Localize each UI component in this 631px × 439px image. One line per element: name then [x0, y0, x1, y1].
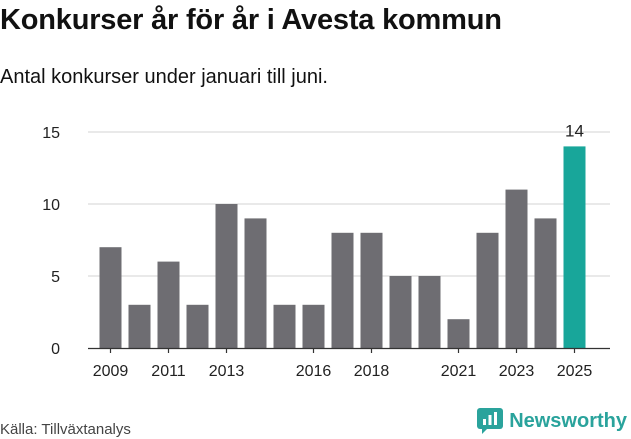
bar-2011: [157, 261, 180, 348]
x-axis: 2009 2011 2013 2016 2018 2021 2023 2025: [88, 347, 610, 380]
y-axis: 0 5 10 15: [42, 125, 60, 358]
bar-2016: [302, 304, 325, 348]
bar-2024: [534, 218, 557, 348]
bar-2019: [389, 276, 412, 348]
bar-2010: [128, 304, 151, 348]
x-tick-label-2016: 2016: [296, 363, 332, 380]
bar-2017: [331, 232, 354, 348]
bar-2022: [476, 232, 499, 348]
bar-2025: [563, 146, 586, 348]
x-tick-label-2013: 2013: [209, 363, 245, 380]
x-tick-label-2018: 2018: [354, 363, 390, 380]
x-tick-label-2009: 2009: [93, 363, 129, 380]
y-tick-label-0: 0: [51, 341, 60, 358]
bar-2018: [360, 232, 383, 348]
bar-2020: [418, 276, 441, 348]
brand-name: Newsworthy: [509, 409, 627, 432]
y-tick-label-15: 15: [42, 125, 60, 142]
bar-2023: [505, 189, 528, 348]
chart-subtitle: Antal konkurser under januari till juni.: [0, 66, 328, 88]
chart-title: Konkurser år för år i Avesta kommun: [0, 4, 502, 36]
source-note: Källa: Tillväxtanalys: [0, 421, 131, 438]
value-label-2025: 14: [565, 121, 584, 140]
bar-2009: [99, 247, 122, 348]
x-tick-label-2011: 2011: [151, 363, 186, 380]
bars: [99, 146, 586, 348]
brand: Newsworthy: [477, 406, 627, 436]
bar-2021: [447, 319, 470, 348]
bar-chart: 2009 2011 2013 2016 2018 2021 2023 2025 051015 …: [42, 121, 610, 380]
bar-2013: [215, 204, 238, 348]
x-tick-label-2021: 2021: [441, 363, 477, 380]
newsworthy-logo-icon: [477, 408, 504, 434]
y-tick-label-10: 10: [42, 197, 60, 214]
bar-2014: [244, 218, 267, 348]
x-tick-label-2025: 2025: [557, 363, 593, 380]
value-labels: 14: [565, 121, 584, 140]
x-tick-label-2023: 2023: [499, 363, 535, 380]
bar-2012: [186, 304, 209, 348]
y-tick-label-5: 5: [51, 269, 60, 286]
bar-2015: [273, 304, 296, 348]
